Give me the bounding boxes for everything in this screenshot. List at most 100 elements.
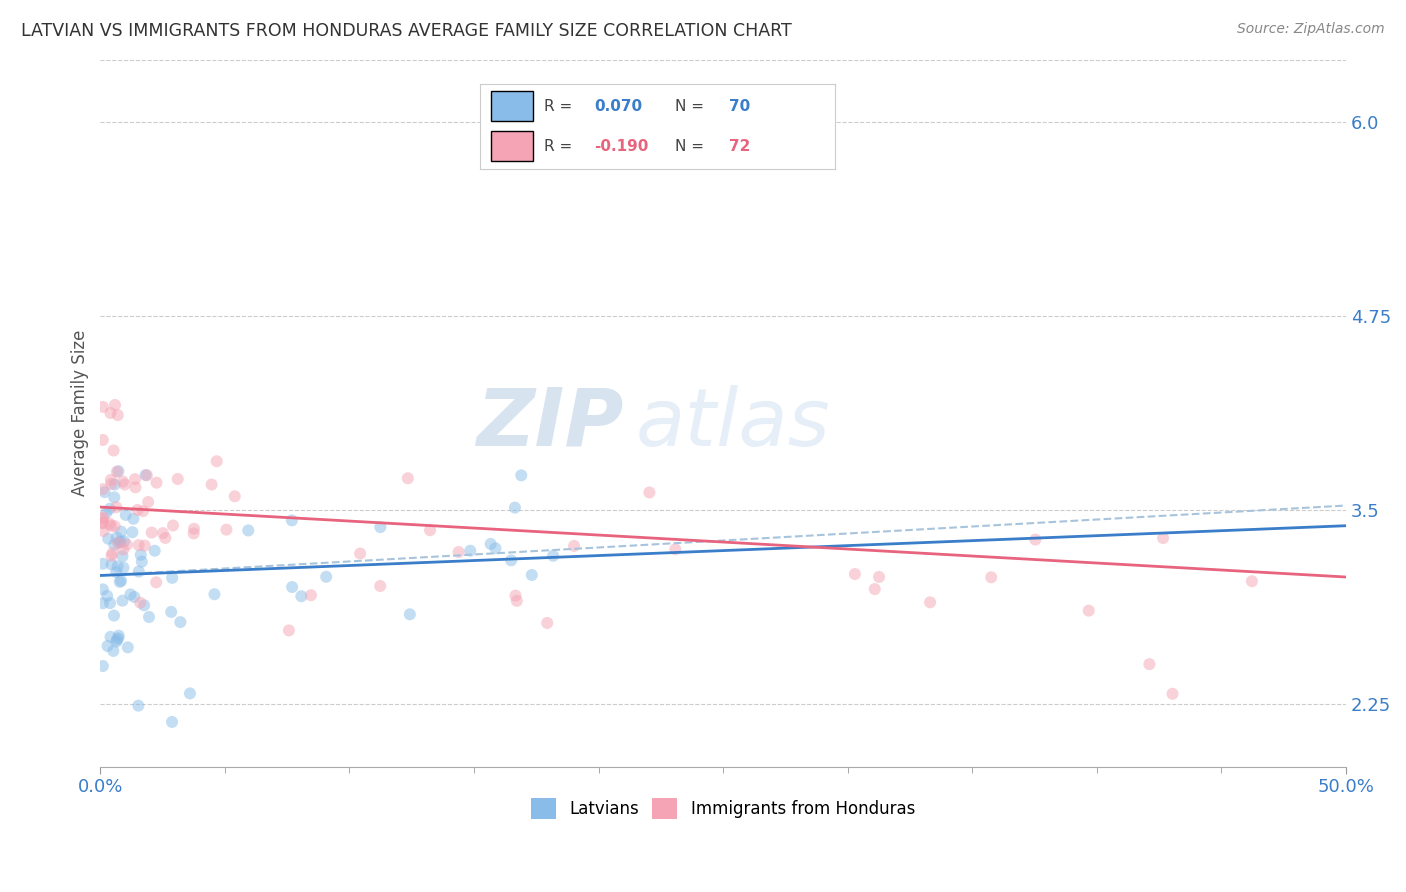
Point bbox=[101, 546, 124, 560]
Point bbox=[100, 630, 122, 644]
Point bbox=[506, 594, 529, 608]
Point bbox=[96, 506, 118, 520]
Point bbox=[315, 570, 337, 584]
Point bbox=[281, 580, 304, 594]
Point bbox=[1161, 687, 1184, 701]
Point bbox=[105, 634, 128, 648]
Point bbox=[162, 518, 184, 533]
Point bbox=[980, 570, 1002, 584]
Point bbox=[91, 659, 114, 673]
Point bbox=[114, 508, 136, 522]
Point bbox=[179, 686, 201, 700]
Point bbox=[664, 542, 686, 557]
Text: LATVIAN VS IMMIGRANTS FROM HONDURAS AVERAGE FAMILY SIZE CORRELATION CHART: LATVIAN VS IMMIGRANTS FROM HONDURAS AVER… bbox=[21, 22, 792, 40]
Point bbox=[129, 548, 152, 562]
Point bbox=[96, 589, 118, 603]
Point bbox=[152, 526, 174, 541]
Point bbox=[97, 532, 120, 546]
Point bbox=[111, 475, 134, 489]
Point bbox=[128, 565, 150, 579]
Point bbox=[215, 523, 238, 537]
Point bbox=[844, 567, 866, 582]
Point bbox=[121, 525, 143, 540]
Point bbox=[91, 557, 114, 571]
Point bbox=[117, 640, 139, 655]
Point bbox=[91, 524, 114, 538]
Point bbox=[105, 465, 128, 479]
Point bbox=[349, 547, 371, 561]
Point bbox=[107, 464, 129, 478]
Point bbox=[111, 593, 134, 607]
Point bbox=[135, 468, 157, 483]
Point bbox=[91, 482, 114, 496]
Point bbox=[108, 574, 131, 589]
Point bbox=[160, 605, 183, 619]
Point bbox=[100, 477, 122, 491]
Point bbox=[100, 473, 122, 487]
Point bbox=[100, 518, 122, 533]
Point bbox=[100, 406, 122, 420]
Point bbox=[112, 560, 135, 574]
Point bbox=[124, 480, 146, 494]
Point bbox=[103, 608, 125, 623]
Point bbox=[105, 500, 128, 515]
Point bbox=[120, 587, 142, 601]
Point bbox=[290, 589, 312, 603]
Text: ZIP: ZIP bbox=[477, 384, 623, 463]
Point bbox=[91, 400, 114, 414]
Point bbox=[132, 504, 155, 518]
Point bbox=[135, 468, 157, 483]
Point bbox=[160, 714, 183, 729]
Point bbox=[1077, 604, 1099, 618]
Point bbox=[100, 549, 122, 563]
Point bbox=[107, 559, 129, 574]
Point bbox=[129, 596, 152, 610]
Point bbox=[281, 513, 304, 527]
Point bbox=[107, 536, 129, 550]
Point bbox=[166, 472, 188, 486]
Point bbox=[1240, 574, 1263, 589]
Point bbox=[396, 471, 419, 485]
Point bbox=[91, 510, 114, 524]
Point bbox=[368, 579, 391, 593]
Point bbox=[103, 538, 125, 552]
Point bbox=[104, 519, 127, 533]
Point bbox=[238, 524, 260, 538]
Point bbox=[100, 558, 122, 572]
Point bbox=[104, 398, 127, 412]
Point bbox=[299, 588, 322, 602]
Point bbox=[510, 468, 533, 483]
Point bbox=[638, 485, 661, 500]
Point bbox=[143, 543, 166, 558]
Point bbox=[111, 549, 134, 564]
Point bbox=[91, 516, 114, 530]
Point bbox=[501, 553, 523, 567]
Point bbox=[155, 531, 177, 545]
Text: atlas: atlas bbox=[636, 384, 831, 463]
Point bbox=[124, 472, 146, 486]
Point bbox=[104, 477, 127, 491]
Point bbox=[107, 408, 129, 422]
Point bbox=[205, 454, 228, 468]
Point bbox=[91, 433, 114, 447]
Text: Source: ZipAtlas.com: Source: ZipAtlas.com bbox=[1237, 22, 1385, 37]
Point bbox=[107, 632, 129, 646]
Point bbox=[169, 615, 191, 629]
Point bbox=[204, 587, 226, 601]
Point bbox=[96, 639, 118, 653]
Point bbox=[1024, 533, 1046, 547]
Point bbox=[160, 571, 183, 585]
Point bbox=[124, 590, 146, 604]
Point bbox=[136, 495, 159, 509]
Point bbox=[541, 549, 564, 563]
Point bbox=[115, 538, 138, 552]
Point bbox=[98, 501, 121, 516]
Point bbox=[128, 538, 150, 552]
Point bbox=[98, 596, 121, 610]
Point bbox=[863, 582, 886, 596]
Point bbox=[103, 491, 125, 505]
Y-axis label: Average Family Size: Average Family Size bbox=[72, 330, 89, 496]
Point bbox=[110, 524, 132, 539]
Point bbox=[112, 542, 135, 557]
Point bbox=[183, 526, 205, 541]
